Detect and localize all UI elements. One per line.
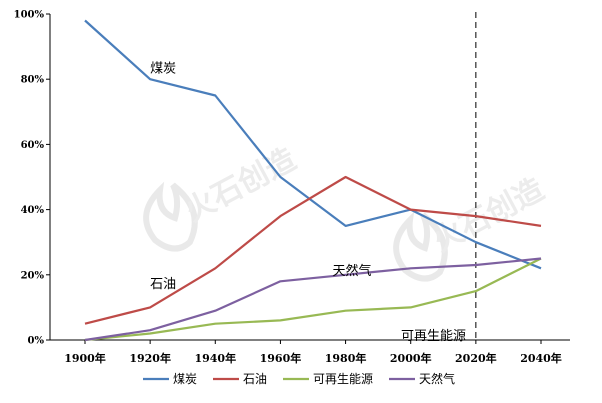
series-line-可再生能源 — [84, 257, 542, 342]
legend-label: 可再生能源 — [313, 372, 373, 386]
annotation-label: 石油 — [150, 277, 176, 292]
annotation-label: 天然气 — [333, 263, 372, 279]
legend-label: 煤炭 — [173, 372, 197, 386]
watermark-logo-icon — [143, 181, 198, 252]
y-tick-label: 40% — [21, 205, 45, 216]
watermark-text: 火石创造 — [427, 172, 549, 259]
y-tick-label: 100% — [14, 10, 45, 21]
annotation-label: 煤炭 — [150, 62, 176, 77]
legend-label: 石油 — [243, 372, 267, 386]
x-tick-label: 1900年 — [64, 351, 106, 365]
x-tick-label: 2020年 — [455, 351, 497, 365]
x-tick-label: 2040年 — [520, 351, 562, 365]
annotation-label: 可再生能源 — [401, 329, 466, 344]
series-line-煤炭 — [84, 19, 542, 270]
y-tick-label: 0% — [28, 336, 45, 347]
y-tick-label: 80% — [21, 75, 45, 86]
legend-label: 天然气 — [419, 371, 455, 386]
legend: 煤炭 石油 可再生能源 天然气 — [143, 371, 455, 386]
x-tick-label: 1940年 — [194, 351, 236, 365]
watermark-text: 火石创造 — [179, 142, 301, 229]
watermark: 火石创造 火石创造 — [143, 142, 550, 282]
series-line-天然气 — [84, 257, 542, 342]
series-line-石油 — [84, 175, 542, 325]
x-tick-label: 1920年 — [129, 351, 171, 365]
y-tick-label: 20% — [21, 270, 45, 281]
series-lines — [84, 19, 542, 342]
x-tick-label: 1960年 — [260, 351, 302, 365]
x-tick-label: 2000年 — [390, 351, 432, 365]
x-axis-ticks: 1900年 1920年 1940年 1960年 1980年 2000年 2020年 2040年 — [64, 340, 562, 365]
x-tick-label: 1980年 — [325, 351, 367, 365]
y-axis-ticks: 0% 20% 40% 60% 80% 100% — [14, 10, 50, 347]
watermark-logo-icon — [393, 211, 448, 282]
y-tick-label: 60% — [21, 140, 45, 151]
